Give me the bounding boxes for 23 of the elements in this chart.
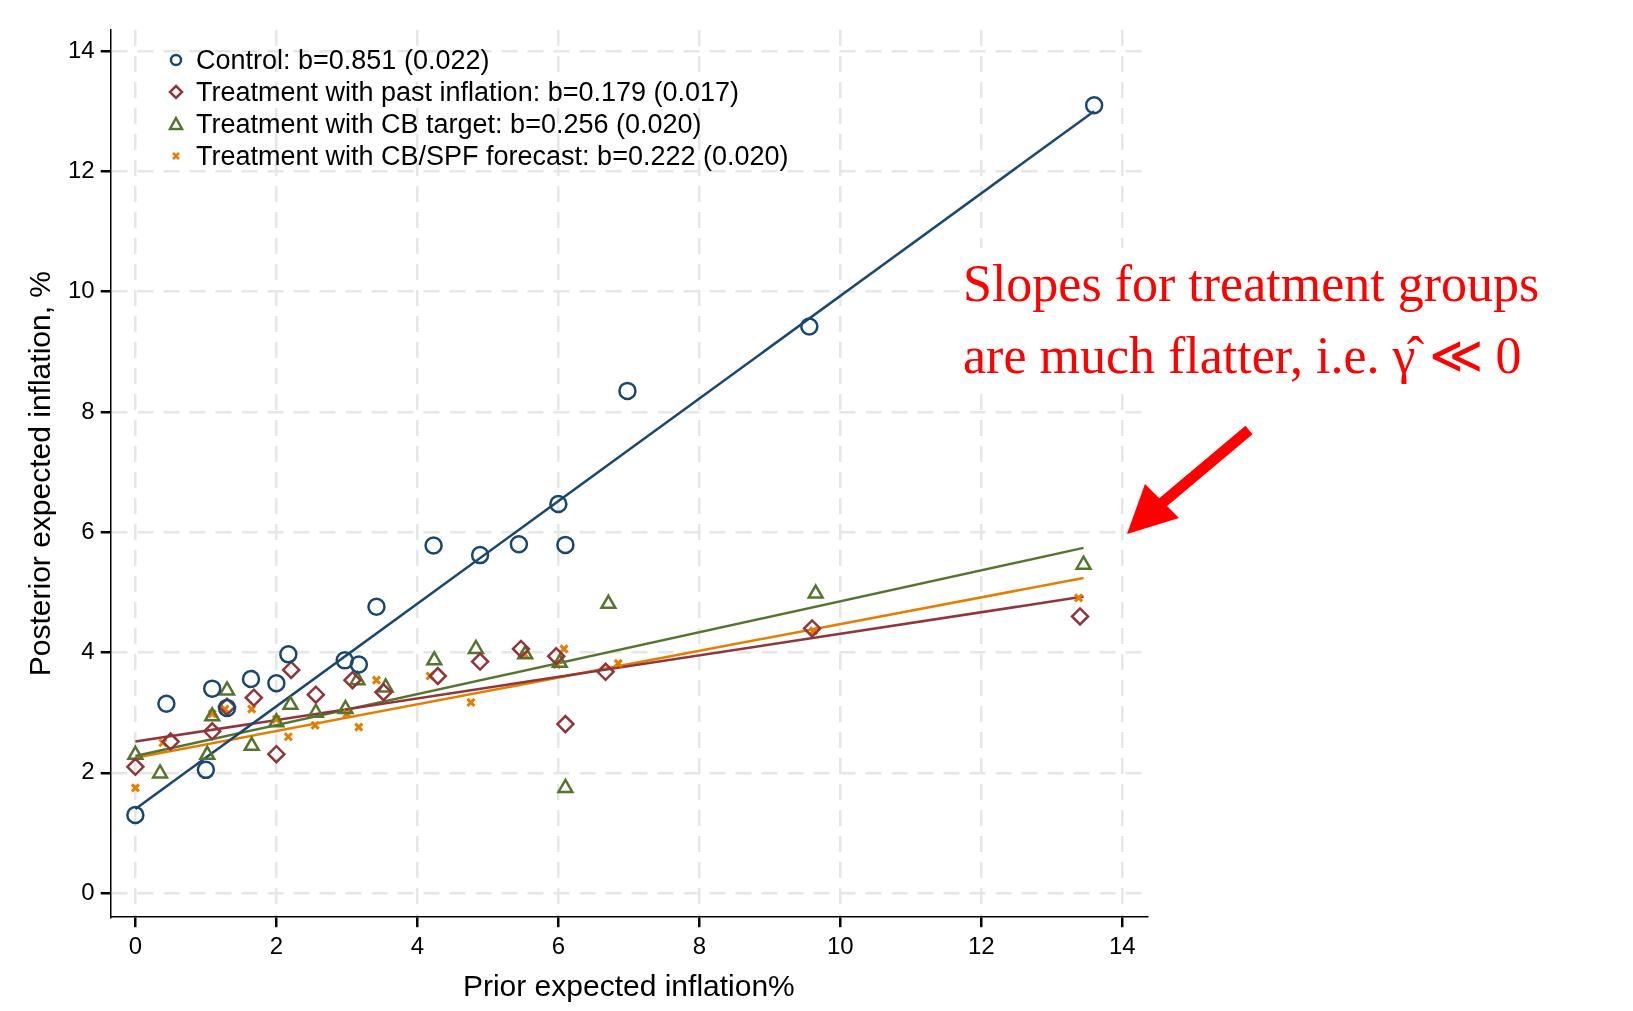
y-tick-label: 6 xyxy=(81,516,95,544)
y-tick-label: 2 xyxy=(81,757,95,785)
y-tick-label: 4 xyxy=(81,637,95,665)
y-tick-label: 14 xyxy=(67,35,95,63)
x-tick-label: 14 xyxy=(1108,932,1136,960)
y-tick-label: 0 xyxy=(81,877,95,905)
legend-label: Treatment with CB target: b=0.256 (0.020) xyxy=(196,108,702,140)
x-tick-label: 10 xyxy=(826,932,854,960)
y-tick-label: 12 xyxy=(67,155,95,183)
x-tick-label: 0 xyxy=(128,932,143,960)
legend-label: Treatment with CB/SPF forecast: b=0.222 (0.020) xyxy=(196,140,789,172)
y-tick-label: 10 xyxy=(67,276,95,304)
x-tick-label: 4 xyxy=(410,932,425,960)
x-axis-title: Prior expected inflation% xyxy=(462,969,795,1003)
y-axis-title: Posterior expected inflation, % xyxy=(23,270,57,677)
x-tick-label: 8 xyxy=(692,932,707,960)
y-tick-label: 8 xyxy=(81,396,95,424)
legend-label: Treatment with past inflation: b=0.179 (0.017) xyxy=(196,76,740,108)
x-tick-label: 2 xyxy=(269,932,284,960)
x-tick-label: 12 xyxy=(967,932,995,960)
x-tick-label: 6 xyxy=(551,932,566,960)
legend-label: Control: b=0.851 (0.022) xyxy=(196,44,490,76)
annotation: Slopes for treatment groups are much flatter, i.e. γ̂ ≪ 0 xyxy=(963,248,1623,392)
